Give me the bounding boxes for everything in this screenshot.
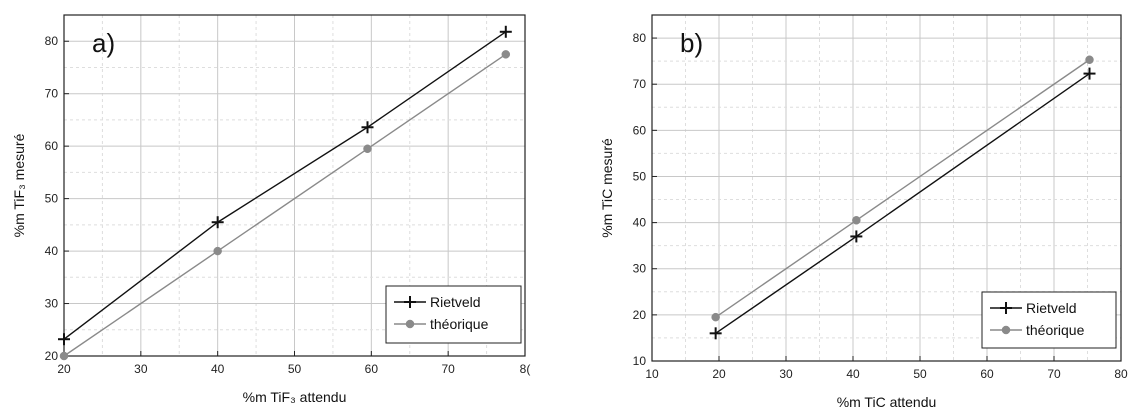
chart-b-x-ticks: 10 20 30 40 50 60 70 80 <box>645 356 1128 381</box>
chart-a-y-tick-label: 30 <box>45 297 59 311</box>
chart-a-y-tick-label: 40 <box>45 244 59 258</box>
chart-a-y-tick-label: 20 <box>45 349 59 363</box>
chart-a-x-tick-label: 50 <box>288 362 302 376</box>
chart-b-y-tick-label: 20 <box>633 308 647 322</box>
chart-a-legend-symbol-rietveld <box>394 296 426 308</box>
chart-b-y-tick-label: 70 <box>633 77 647 91</box>
chart-b-legend-label-theorique: théorique <box>1026 322 1085 338</box>
chart-a-series-0-point <box>499 25 512 38</box>
chart-b-x-tick-label: 50 <box>913 367 927 381</box>
chart-b-legend-marker-1 <box>1001 325 1011 335</box>
chart-b-x-tick-label: 80 <box>1114 367 1128 381</box>
chart-b-x-tick-label: 30 <box>779 367 793 381</box>
chart-b-y-axis-label: %m TiC mesuré <box>599 138 615 238</box>
chart-a-y-tick-label: 60 <box>45 139 59 153</box>
chart-a-x-tick-label: 40 <box>211 362 225 376</box>
chart-a-series-line-1 <box>63 53 507 357</box>
chart-a-legend-label-theorique: théorique <box>430 316 489 332</box>
chart-a-series-1-point <box>363 144 372 154</box>
chart-a-y-tick-label: 80 <box>45 34 59 48</box>
chart-a-legend-symbol-theorique <box>394 319 426 329</box>
chart-b-series-0-point <box>709 327 722 340</box>
chart-b-x-tick-label: 10 <box>645 367 659 381</box>
chart-b-x-tick-label: 70 <box>1047 367 1061 381</box>
chart-b-x-tick-label: 60 <box>980 367 994 381</box>
chart-a-series-0-point <box>58 333 70 346</box>
chart-b-series <box>709 55 1096 340</box>
chart-b-legend-symbol-theorique <box>990 325 1022 335</box>
chart-b-y-tick-label: 50 <box>633 169 647 183</box>
chart-b-y-ticks: 10 20 30 40 50 60 70 80 <box>633 31 657 368</box>
chart-a-series-0-point <box>361 121 374 134</box>
chart-a-x-ticks: 20 30 40 50 60 70 8( <box>57 351 530 376</box>
chart-a-series-line-0 <box>63 31 507 340</box>
chart-b-y-tick-label: 30 <box>633 262 647 276</box>
chart-a-legend-label-rietveld: Rietveld <box>430 294 481 310</box>
chart-a-x-axis-label: %m TiF₃ attendu <box>243 389 347 405</box>
chart-a: 20 30 40 50 60 70 8( 20 30 40 50 60 70 80 a) %m TiF₃… <box>11 14 530 405</box>
chart-a-x-tick-label: 70 <box>441 362 455 376</box>
chart-b-y-tick-label: 10 <box>633 354 647 368</box>
chart-a-legend-marker-1 <box>405 319 415 329</box>
chart-b-legend-marker-0 <box>1000 302 1012 314</box>
chart-a-y-tick-label: 50 <box>45 192 59 206</box>
chart-b-x-axis-label: %m TiC attendu <box>837 394 937 410</box>
chart-b-x-tick-label: 20 <box>712 367 726 381</box>
chart-b-y-tick-label: 40 <box>633 216 647 230</box>
chart-b: 10 20 30 40 50 60 70 80 10 20 30 40 50 60 70 80 b) %m … <box>599 14 1128 410</box>
chart-b-legend: Rietveld théorique <box>981 291 1117 349</box>
chart-a-series-1-point <box>501 50 511 59</box>
chart-a-y-tick-label: 70 <box>45 87 59 101</box>
chart-b-legend-symbol-rietveld <box>990 302 1022 314</box>
chart-b-series-1-point <box>711 312 720 322</box>
chart-b-x-tick-label: 40 <box>846 367 860 381</box>
chart-a-x-tick-label: 20 <box>57 362 71 376</box>
chart-a-series-1-point <box>213 246 222 256</box>
chart-a-series-0-point <box>211 216 224 229</box>
chart-b-series-1-point <box>852 216 861 225</box>
chart-a-legend-box <box>385 285 522 344</box>
chart-b-plot-frame <box>651 14 1122 362</box>
chart-a-x-tick-label: 8( <box>520 362 531 376</box>
chart-a-panel-label: a) <box>92 28 115 58</box>
chart-b-legend-box <box>981 291 1117 349</box>
chart-a-x-tick-label: 60 <box>365 362 379 376</box>
chart-a-x-tick-label: 30 <box>134 362 148 376</box>
chart-b-series-line-1 <box>715 59 1090 318</box>
chart-b-series-1-point <box>1085 55 1094 64</box>
chart-b-panel-label: b) <box>680 28 703 58</box>
chart-b-legend-label-rietveld: Rietveld <box>1026 300 1077 316</box>
chart-a-series <box>58 25 512 361</box>
chart-b-y-tick-label: 80 <box>633 31 647 45</box>
chart-a-legend-marker-0 <box>404 296 416 308</box>
chart-a-y-axis-label: %m TiF₃ mesuré <box>11 133 27 237</box>
chart-a-legend: Rietveld théorique <box>385 285 522 344</box>
chart-a-series-1-point <box>59 351 69 361</box>
chart-b-series-0-point <box>1083 67 1096 80</box>
chart-a-y-ticks: 20 30 40 50 60 70 80 <box>45 34 69 363</box>
chart-b-y-tick-label: 60 <box>633 123 647 137</box>
chart-b-series-0-point <box>850 230 863 243</box>
